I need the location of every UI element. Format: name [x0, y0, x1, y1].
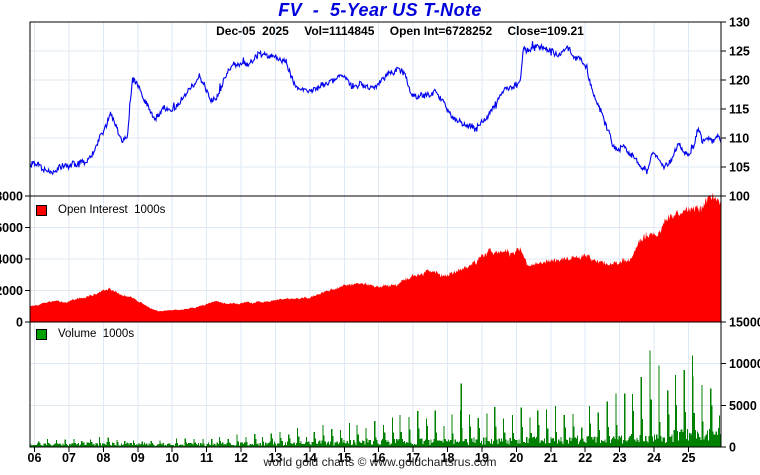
- svg-text:13: 13: [268, 451, 282, 465]
- volume-legend-label: Volume 1000s: [58, 328, 135, 340]
- chart-title: FV - 5-Year US T-Note: [278, 0, 482, 20]
- svg-text:10: 10: [165, 451, 179, 465]
- credit-line: world gold charts © www.goldchartsrus.co…: [263, 455, 497, 469]
- svg-text:8000: 8000: [0, 190, 23, 204]
- svg-text:17: 17: [406, 451, 420, 465]
- svg-text:100: 100: [729, 190, 750, 204]
- volume-legend: Volume 1000s: [36, 328, 134, 340]
- svg-text:115: 115: [729, 103, 749, 117]
- quote-info-line: Dec-05 2025 Vol=1114845 Open Int=6728252…: [110, 24, 690, 38]
- svg-text:15: 15: [337, 451, 351, 465]
- svg-text:120: 120: [729, 74, 750, 88]
- svg-text:23: 23: [613, 451, 627, 465]
- svg-text:21: 21: [544, 451, 558, 465]
- svg-text:14: 14: [303, 451, 317, 465]
- open-interest-legend: Open Interest 1000s: [36, 204, 165, 216]
- svg-text:5000: 5000: [729, 399, 757, 413]
- svg-text:10000: 10000: [729, 357, 760, 371]
- quote-close: Close=109.21: [507, 24, 584, 38]
- svg-text:11: 11: [200, 451, 213, 465]
- svg-text:24: 24: [647, 451, 661, 465]
- svg-text:07: 07: [62, 451, 76, 465]
- svg-text:125: 125: [729, 45, 750, 59]
- svg-text:18: 18: [441, 451, 455, 465]
- svg-text:4000: 4000: [0, 253, 23, 267]
- svg-text:08: 08: [96, 451, 110, 465]
- svg-text:0: 0: [729, 441, 736, 455]
- svg-text:6000: 6000: [0, 221, 23, 235]
- svg-text:25: 25: [682, 451, 696, 465]
- svg-text:2000: 2000: [0, 284, 23, 298]
- svg-text:20: 20: [509, 451, 523, 465]
- svg-text:19: 19: [475, 451, 489, 465]
- svg-text:0: 0: [16, 316, 23, 330]
- volume-swatch-icon: [36, 328, 47, 340]
- svg-text:12: 12: [234, 451, 248, 465]
- svg-text:22: 22: [578, 451, 592, 465]
- svg-text:110: 110: [729, 132, 749, 146]
- open-interest-swatch-icon: [36, 204, 47, 216]
- quote-date: Dec-05 2025: [216, 24, 289, 38]
- svg-text:06: 06: [28, 451, 42, 465]
- svg-text:16: 16: [372, 451, 386, 465]
- open-interest-legend-label: Open Interest 1000s: [58, 204, 166, 216]
- quote-volume: Vol=1114845: [304, 24, 375, 38]
- svg-text:09: 09: [131, 451, 145, 465]
- quote-open-interest: Open Int=6728252: [389, 24, 493, 38]
- svg-text:105: 105: [729, 161, 750, 175]
- svg-text:130: 130: [729, 16, 750, 30]
